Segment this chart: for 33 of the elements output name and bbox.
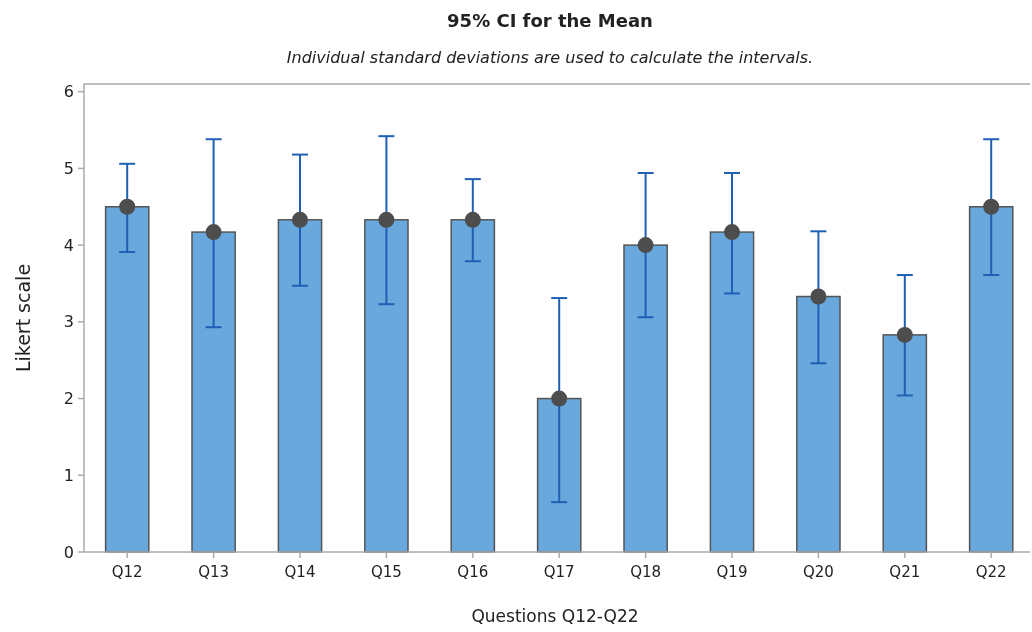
chart-subtitle: Individual standard deviations are used to calculate the intervals. <box>286 48 814 67</box>
y-tick-label: 2 <box>63 389 74 409</box>
x-tick-label: Q18 <box>630 563 662 581</box>
x-tick-label: Q12 <box>111 563 143 581</box>
x-tick-label: Q16 <box>457 563 489 581</box>
y-axis-title: Likert scale <box>12 263 34 373</box>
point <box>292 211 308 228</box>
point <box>119 198 136 215</box>
x-tick-label: Q14 <box>284 563 316 581</box>
point <box>205 224 222 241</box>
point <box>637 237 654 254</box>
point <box>810 288 827 305</box>
y-tick-label: 1 <box>63 465 74 485</box>
point <box>378 211 395 228</box>
point <box>464 211 481 228</box>
x-tick-label: Q20 <box>802 563 834 581</box>
x-tick-label: Q22 <box>975 563 1007 581</box>
y-tick-label: 5 <box>63 158 74 178</box>
point <box>551 390 568 407</box>
y-tick-label: 6 <box>63 82 74 102</box>
x-tick-label: Q19 <box>716 563 748 581</box>
chart-title: 95% CI for the Mean <box>447 10 653 31</box>
point <box>724 224 740 241</box>
y-tick-label: 3 <box>63 312 74 332</box>
y-tick-label: 4 <box>63 235 74 255</box>
x-tick-label: Q15 <box>370 563 402 581</box>
x-tick-label: Q13 <box>198 563 230 581</box>
x-tick-label: Q21 <box>889 563 921 581</box>
point <box>983 198 1000 215</box>
point <box>896 326 913 343</box>
y-tick-label: 0 <box>63 542 74 562</box>
x-axis-title: Questions Q12-Q22 <box>471 606 639 626</box>
x-tick-label: Q17 <box>543 563 575 581</box>
